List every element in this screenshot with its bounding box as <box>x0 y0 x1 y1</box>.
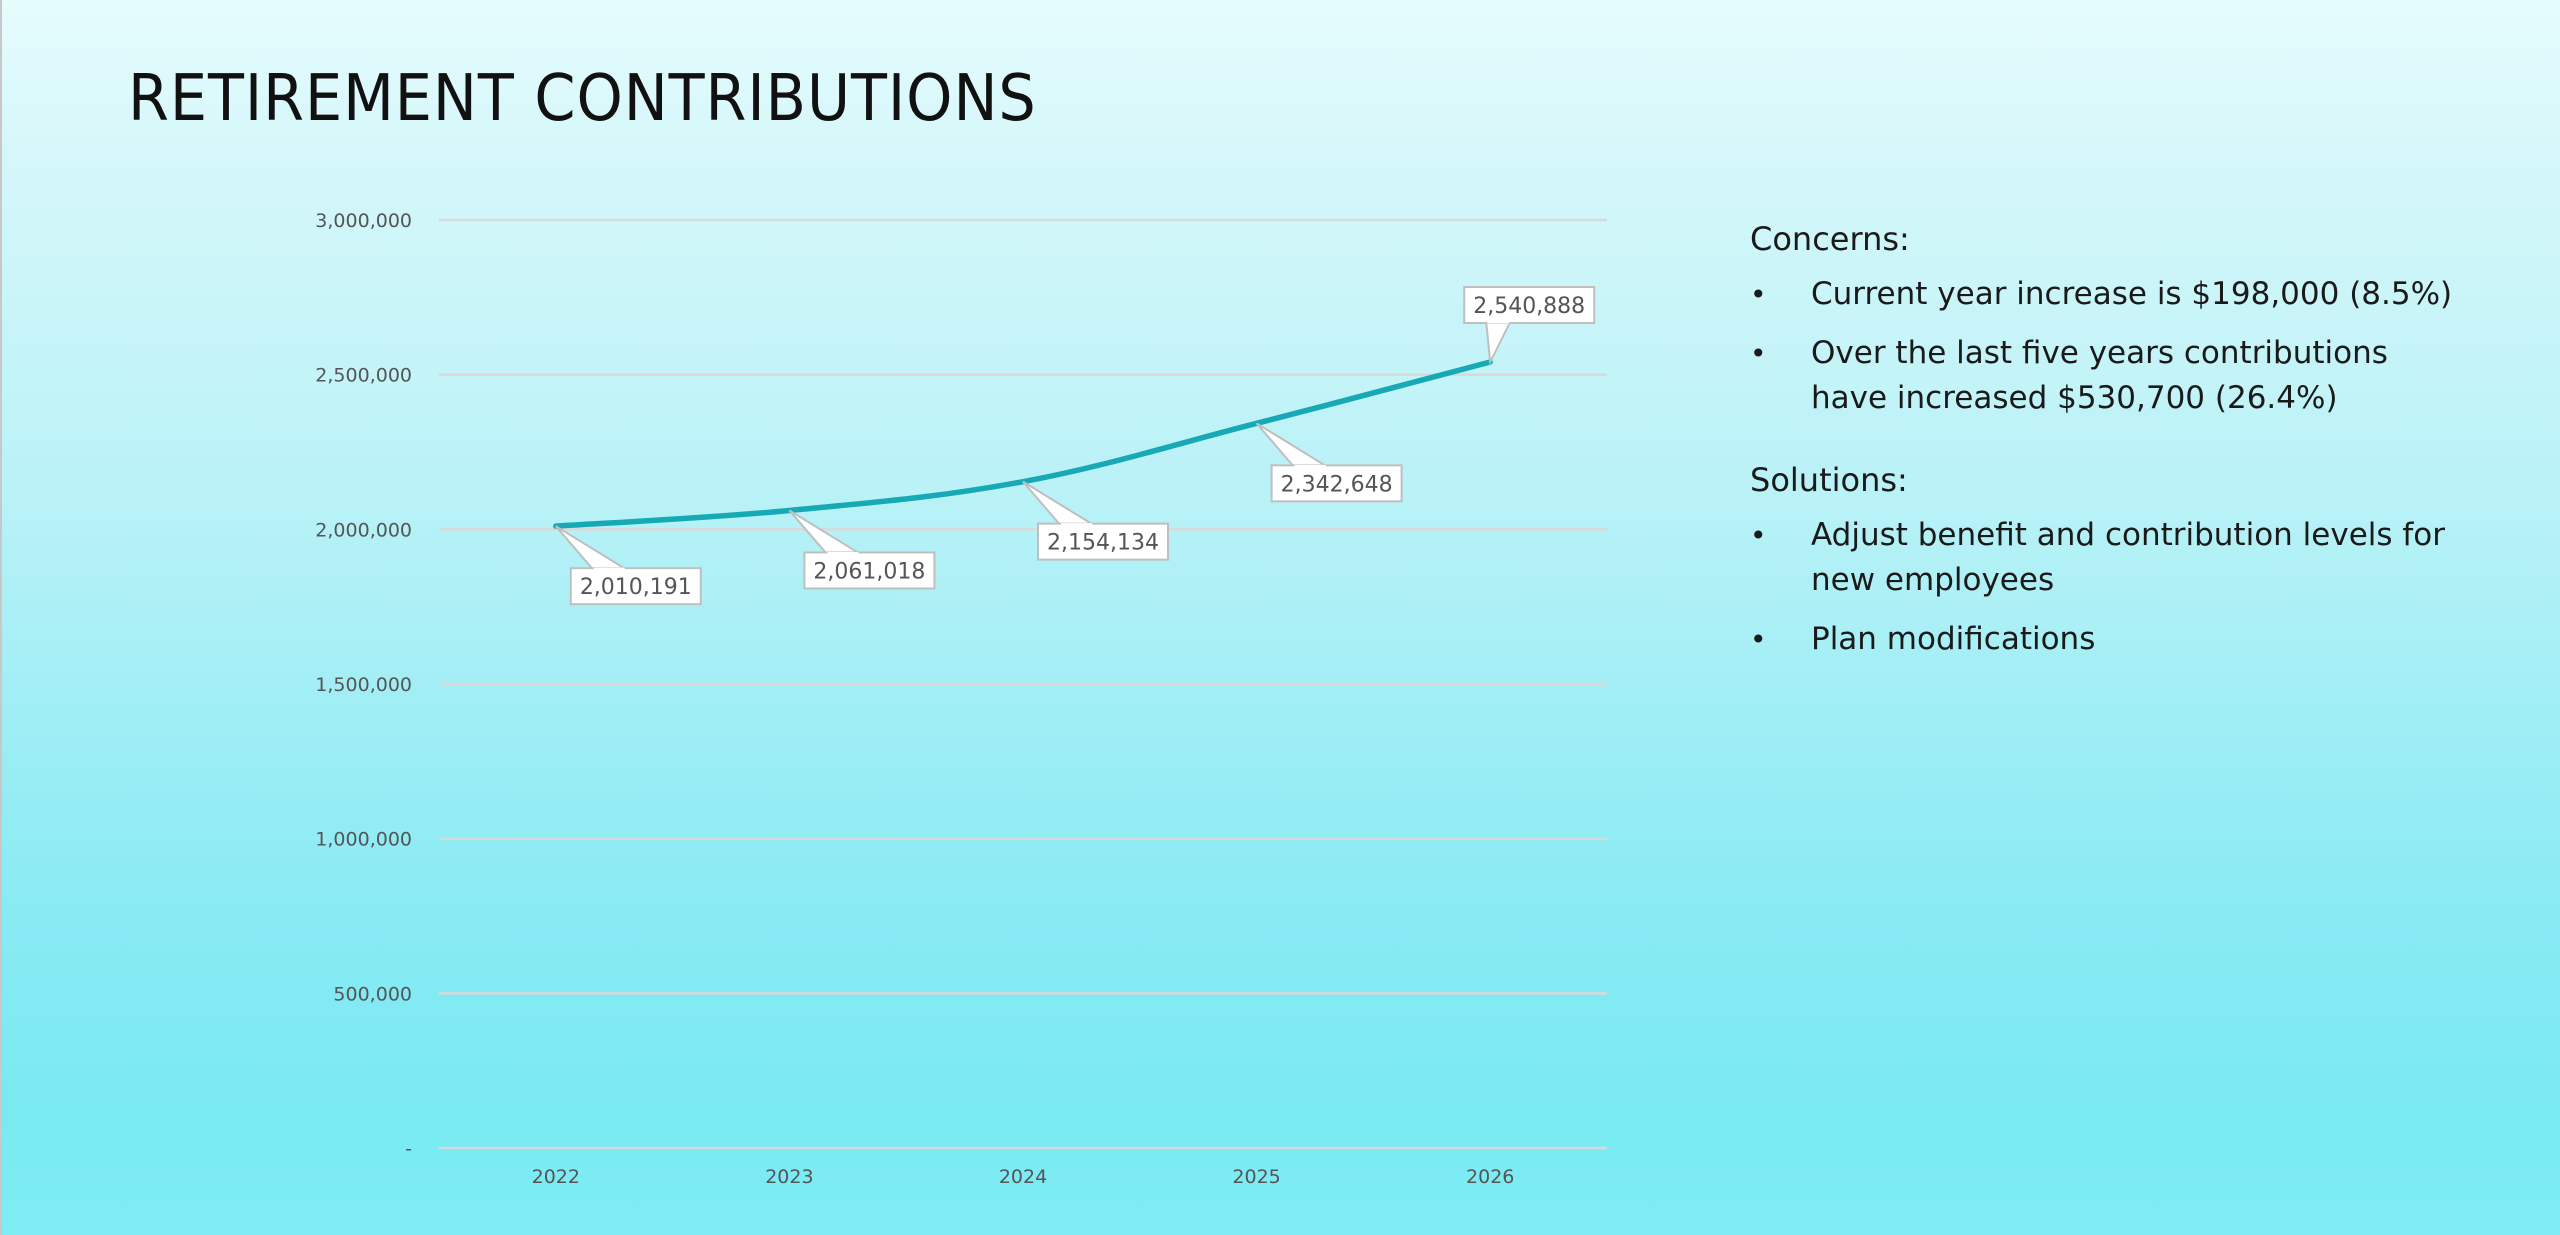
data-label-box <box>1463 286 1596 325</box>
concerns-section: Concerns: • Current year increase is $19… <box>1750 220 2470 421</box>
data-label-box <box>1037 522 1169 561</box>
data-labels: 2,010,191 2,061,018 2,154,134 2,342,648 2,54… <box>555 286 1596 606</box>
bullet-icon: • <box>1750 623 1767 656</box>
y-tick-label: - <box>405 1138 412 1160</box>
y-tick-label: 1,500,000 <box>315 674 412 696</box>
bullet-icon: • <box>1750 337 1767 370</box>
list-item: • Over the last five years contributions… <box>1750 331 2470 421</box>
gridlines <box>439 218 1607 1150</box>
bullet-icon: • <box>1750 278 1767 311</box>
data-label-pointer <box>788 509 863 555</box>
data-label-pointer <box>1485 321 1512 366</box>
data-label: 2,010,191 <box>555 525 702 606</box>
y-tick-label: 500,000 <box>333 983 412 1005</box>
data-label-pointer <box>1255 422 1331 468</box>
bullet-text: Adjust benefit and contribution levels f… <box>1811 517 2446 598</box>
bullet-text: Current year increase is $198,000 (8.5%) <box>1811 276 2453 312</box>
data-label-pointer <box>555 525 630 571</box>
data-label-text: 2,342,648 <box>1281 472 1393 497</box>
data-label-box <box>803 551 936 590</box>
data-label-text: 2,154,134 <box>1047 531 1159 556</box>
concerns-heading: Concerns: <box>1750 220 1910 258</box>
notes-panel: Concerns: • Current year increase is $19… <box>1750 220 2470 702</box>
x-tick-label: 2024 <box>999 1166 1047 1188</box>
data-label: 2,061,018 <box>788 509 936 590</box>
y-axis-ticks: - 500,000 1,000,000 1,500,000 2,000,000 2,500… <box>315 210 412 1160</box>
line-chart: - 500,000 1,000,000 1,500,000 2,000,000 2,500… <box>315 210 1607 1188</box>
solutions-heading: Solutions: <box>1750 461 1908 499</box>
data-label-pointer <box>1022 480 1097 526</box>
data-label: 2,342,648 <box>1255 422 1403 503</box>
concerns-list: • Current year increase is $198,000 (8.5… <box>1750 272 2470 421</box>
data-label-text: 2,540,888 <box>1473 294 1585 319</box>
list-item: • Plan modifications <box>1750 617 2470 662</box>
data-label: 2,540,888 <box>1463 286 1596 366</box>
x-tick-label: 2022 <box>532 1166 580 1188</box>
data-label: 2,154,134 <box>1022 480 1169 561</box>
solutions-list: • Adjust benefit and contribution levels… <box>1750 513 2470 662</box>
x-tick-label: 2026 <box>1466 1166 1514 1188</box>
bullet-text: Over the last five years contributions h… <box>1811 335 2388 416</box>
data-label-text: 2,010,191 <box>580 575 692 600</box>
bullet-text: Plan modifications <box>1811 621 2096 657</box>
y-tick-label: 3,000,000 <box>315 210 412 232</box>
x-tick-label: 2025 <box>1232 1166 1280 1188</box>
solutions-section: Solutions: • Adjust benefit and contribu… <box>1750 461 2470 662</box>
data-label-text: 2,061,018 <box>813 559 925 584</box>
data-label-box <box>569 567 702 606</box>
data-label-box <box>1270 464 1403 503</box>
y-tick-label: 2,500,000 <box>315 365 412 387</box>
y-tick-label: 2,000,000 <box>315 519 412 541</box>
list-item: • Current year increase is $198,000 (8.5… <box>1750 272 2470 317</box>
list-item: • Adjust benefit and contribution levels… <box>1750 513 2470 603</box>
bullet-icon: • <box>1750 519 1767 552</box>
y-tick-label: 1,000,000 <box>315 829 412 851</box>
x-tick-label: 2023 <box>765 1166 813 1188</box>
x-axis-ticks: 2022 2023 2024 2025 2026 <box>532 1166 1515 1188</box>
slide-title: RETIREMENT CONTRIBUTIONS <box>128 62 1037 136</box>
